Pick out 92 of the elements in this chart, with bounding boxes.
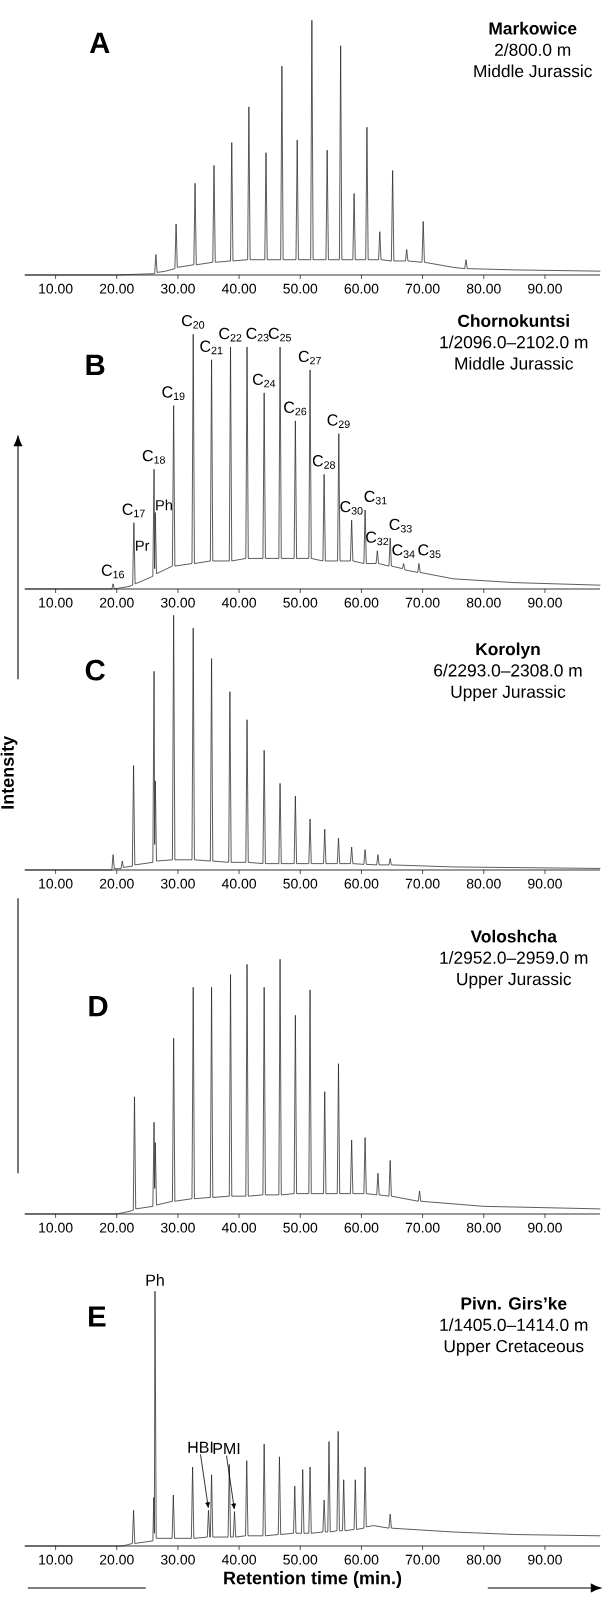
x-tick-label: 60.00 bbox=[344, 1222, 379, 1233]
x-tick-label: 40.00 bbox=[221, 597, 257, 608]
x-tick-label: 50.00 bbox=[283, 878, 318, 889]
annotation: Ph bbox=[146, 1274, 164, 1286]
x-tick-label: 50.00 bbox=[283, 283, 318, 294]
annotation: PMI bbox=[213, 1443, 240, 1454]
annotation: Upper Cretaceous bbox=[444, 1340, 584, 1356]
annotation: E bbox=[89, 1306, 106, 1327]
x-tick-label: 70.00 bbox=[405, 1554, 440, 1565]
text: 1/1405.0–1414.0 m bbox=[440, 1318, 588, 1331]
x-tick-label: 70.00 bbox=[405, 878, 440, 889]
x-tick-label: 20.00 bbox=[99, 597, 134, 608]
annotation: A bbox=[89, 32, 110, 53]
annotation: B bbox=[86, 354, 105, 375]
annotation: C$_{22}$ bbox=[219, 327, 242, 342]
annotation: C$_{26}$ bbox=[284, 401, 307, 416]
x-tick-label: 30.00 bbox=[160, 283, 195, 294]
annotation: C$_{35}$ bbox=[418, 544, 441, 558]
annotation: C$_{30}$ bbox=[340, 500, 363, 515]
annotation: Upper Jurassic bbox=[451, 685, 566, 702]
annotation: Pr bbox=[136, 540, 150, 551]
x-tick-label: 80.00 bbox=[466, 283, 501, 294]
x-tick-label: 70.00 bbox=[405, 283, 440, 294]
x-tick-label: 90.00 bbox=[528, 1554, 562, 1565]
x-tick-label: 10.00 bbox=[39, 1554, 73, 1565]
x-tick-label: 40.00 bbox=[221, 1222, 257, 1233]
annotation: C$_{16}$ bbox=[101, 564, 124, 579]
x-tick-label: 30.00 bbox=[160, 878, 195, 889]
annotation: C$_{23}$ bbox=[246, 327, 269, 342]
x-tick-label: 20.00 bbox=[99, 1554, 134, 1565]
x-tick-label: 10.00 bbox=[39, 1222, 73, 1233]
x-tick-label: 80.00 bbox=[466, 878, 501, 889]
x-tick-label: 40.00 bbox=[221, 283, 257, 294]
x-tick-label: 80.00 bbox=[466, 1554, 501, 1565]
x-tick-label: 10.00 bbox=[39, 597, 73, 608]
x-tick-label: 60.00 bbox=[344, 597, 379, 608]
annotation: HBI bbox=[188, 1441, 213, 1453]
annotation: C$_{29}$ bbox=[327, 414, 350, 429]
x-tick-label: 20.00 bbox=[99, 1222, 134, 1233]
annotation: C$_{19}$ bbox=[162, 386, 185, 400]
annotation: Middle Jurassic bbox=[474, 64, 592, 78]
x-tick-label: 80.00 bbox=[466, 597, 501, 608]
x-tick-label: 80.00 bbox=[466, 1222, 501, 1233]
annotation: C$_{17}$ bbox=[122, 503, 145, 518]
x-tick-label: 20.00 bbox=[99, 878, 134, 889]
x-tick-label: 40.00 bbox=[221, 1554, 257, 1565]
x-tick-label: 30.00 bbox=[160, 1222, 195, 1233]
text: Korolyn bbox=[476, 642, 540, 659]
x-tick-label: 90.00 bbox=[528, 1222, 562, 1233]
x-tick-label: 90.00 bbox=[528, 878, 562, 889]
x-tick-label: 10.00 bbox=[39, 878, 73, 889]
annotation: C$_{28}$ bbox=[312, 455, 336, 469]
x-tick-label: 60.00 bbox=[344, 1554, 379, 1565]
x-tick-label: 30.00 bbox=[160, 1554, 195, 1565]
x-tick-label: 70.00 bbox=[405, 597, 440, 608]
annotation: C$_{24}$ bbox=[252, 373, 276, 388]
chart-title: Chornokuntsi bbox=[458, 314, 569, 327]
y-axis-title: Intensity bbox=[0, 735, 18, 809]
chart-title: Markowice bbox=[489, 21, 577, 35]
chart-subtitle: 1/2952.0–2959.0 m bbox=[440, 951, 588, 964]
x-tick-label: 60.00 bbox=[344, 283, 379, 294]
x-tick-label: 50.00 bbox=[283, 1222, 318, 1233]
text: 6/2293.0–2308.0 m bbox=[434, 663, 582, 677]
chart-title: Voloshcha bbox=[470, 929, 558, 943]
annotation: C$_{31}$ bbox=[364, 490, 387, 505]
annotation: C$_{33}$ bbox=[389, 518, 412, 533]
x-tick-label: 20.00 bbox=[99, 283, 134, 294]
annotation: C bbox=[85, 659, 105, 681]
annotation: C$_{20}$ bbox=[181, 315, 205, 329]
x-tick-label: 10.00 bbox=[39, 283, 73, 294]
annotation: C$_{21}$ bbox=[200, 340, 223, 355]
annotation: C$_{27}$ bbox=[298, 350, 321, 365]
annotation: C$_{34}$ bbox=[392, 544, 415, 558]
x-tick-label: 90.00 bbox=[528, 597, 562, 608]
x-tick-label: 50.00 bbox=[283, 1554, 318, 1565]
x-tick-label: 70.00 bbox=[405, 1222, 440, 1233]
x-tick-label: 50.00 bbox=[283, 597, 318, 608]
x-tick-label: 60.00 bbox=[344, 878, 379, 889]
annotation: Middle Jurassic bbox=[455, 356, 573, 370]
x-tick-label: 30.00 bbox=[160, 597, 195, 608]
x-axis-title: Retention time (min.) bbox=[224, 1571, 402, 1588]
x-tick-label: 90.00 bbox=[528, 283, 562, 294]
annotation: Upper Jurassic bbox=[457, 972, 572, 989]
annotation: C$_{25}$ bbox=[268, 327, 291, 342]
text: 2/800.0 m bbox=[495, 43, 571, 56]
chart-title: Pivn. Girs’ke bbox=[461, 1296, 567, 1310]
annotation: C$_{32}$ bbox=[366, 531, 389, 546]
chart-subtitle: 1/2096.0–2102.0 m bbox=[440, 335, 588, 349]
annotation: Ph bbox=[156, 499, 172, 511]
annotation: D bbox=[89, 996, 108, 1017]
x-tick-label: 40.00 bbox=[221, 878, 257, 889]
annotation: C$_{18}$ bbox=[142, 450, 165, 464]
